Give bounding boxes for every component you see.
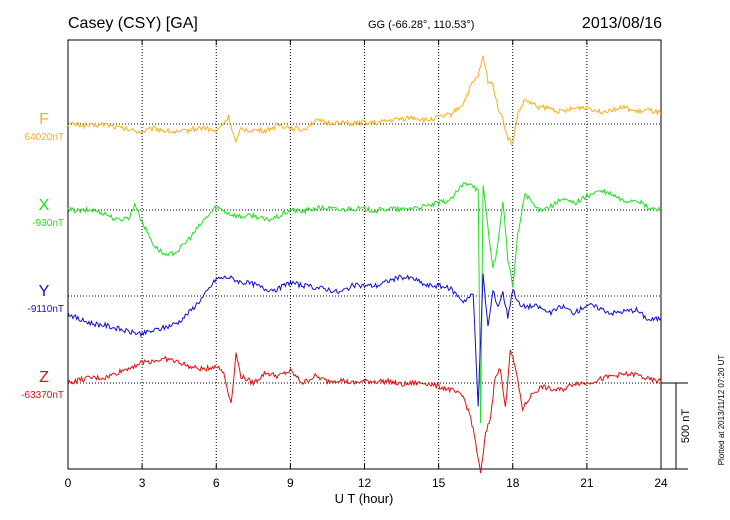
scale-bar-label: 500 nT — [680, 409, 692, 444]
series-labels: F 64020nT X -930nT Y -9110nT Z -63370nT — [21, 111, 64, 401]
x-tick-label-3: 3 — [139, 476, 146, 490]
series-baseline-X: -930nT — [32, 218, 64, 229]
chart-date: 2013/08/16 — [582, 15, 662, 32]
plotted-timestamp: Plotted at 2013/11/12 07:20 UT — [717, 355, 726, 466]
plot-frame — [67, 39, 662, 470]
x-tick-label-15: 15 — [432, 476, 446, 490]
x-tick-label-9: 9 — [287, 476, 294, 490]
series-baseline-Z: -63370nT — [21, 390, 64, 401]
series-name-Z: Z — [39, 369, 49, 386]
series-name-X: X — [39, 197, 50, 214]
series-line-F — [67, 55, 662, 146]
x-tick-label-6: 6 — [213, 476, 220, 490]
station-coordinates: GG (-66.28°, 110.53°) — [368, 19, 474, 31]
series-baseline-Y: -9110nT — [27, 304, 64, 315]
x-axis-label: U T (hour) — [335, 491, 394, 506]
x-axis-ticks: 0 3 6 9 12 15 18 21 24 — [65, 40, 668, 490]
series-group — [67, 55, 662, 474]
x-tick-label-24: 24 — [654, 476, 668, 490]
series-name-Y: Y — [39, 283, 50, 300]
x-tick-label-0: 0 — [65, 476, 72, 490]
x-tick-label-18: 18 — [506, 476, 520, 490]
grid — [141, 40, 588, 469]
series-line-X — [67, 181, 662, 424]
series-line-Y — [67, 273, 662, 407]
x-tick-label-12: 12 — [358, 476, 372, 490]
series-name-F: F — [39, 111, 49, 128]
station-title: Casey (CSY) [GA] — [68, 15, 198, 32]
x-tick-label-21: 21 — [580, 476, 594, 490]
series-line-Z — [67, 349, 662, 474]
scale-bar: 500 nT — [661, 382, 692, 470]
series-baseline-F: 64020nT — [25, 132, 64, 143]
